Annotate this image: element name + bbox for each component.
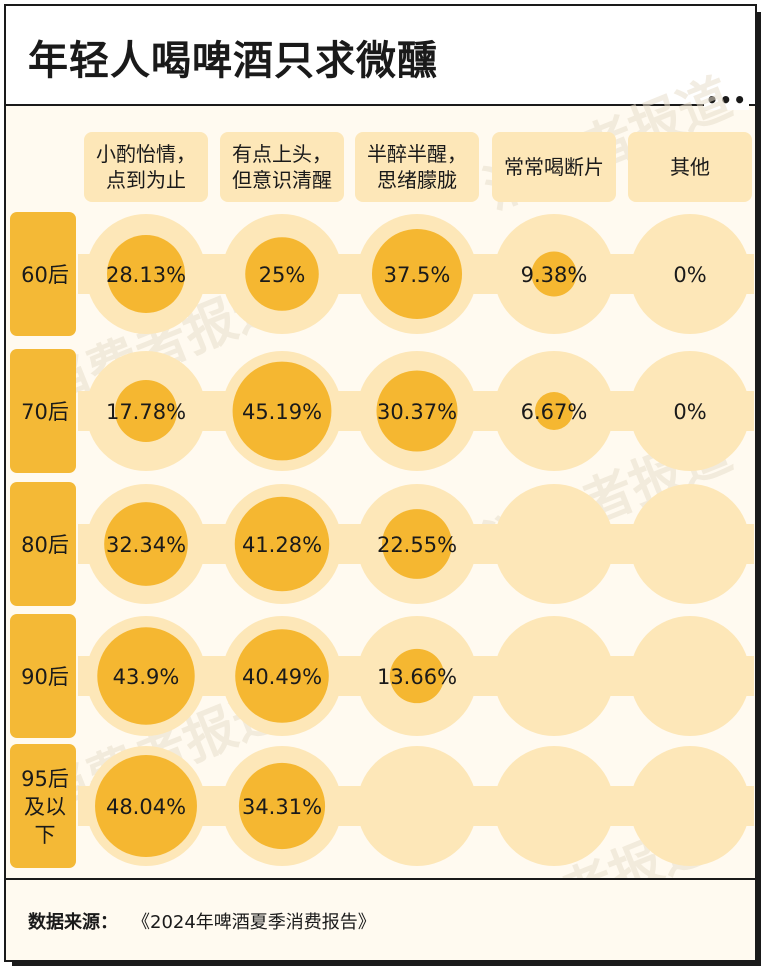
column-header-cell <box>355 132 479 202</box>
row-label: 60后 <box>21 263 69 287</box>
data-label: 22.55% <box>377 533 457 557</box>
bubble-background <box>630 214 750 334</box>
row-label: 95后 <box>21 767 69 791</box>
data-label: 17.78% <box>106 400 186 424</box>
column-header-label: 思绪朦胧 <box>377 168 457 192</box>
data-label: 13.66% <box>377 665 457 689</box>
bubble-value <box>232 361 332 461</box>
bubble-value <box>238 762 326 850</box>
bubble-value <box>104 502 188 586</box>
data-label: 30.37% <box>377 400 457 424</box>
bubble-value <box>234 496 330 592</box>
bubble-background <box>494 746 614 866</box>
bubble-background <box>494 616 614 736</box>
data-label: 41.28% <box>242 533 322 557</box>
bubble-value <box>389 648 445 704</box>
infographic-card: 年轻人喝啤酒只求微醺 ••• 消费者报道 消费者报道 消费者报道 消费者报道 消… <box>4 4 757 962</box>
bubble-background <box>630 351 750 471</box>
bubble-background <box>357 746 477 866</box>
bubble-value <box>97 627 195 725</box>
data-label: 0% <box>673 263 706 287</box>
data-label: 0% <box>673 400 706 424</box>
data-label: 40.49% <box>242 665 322 689</box>
row-label-tab <box>10 482 76 606</box>
row-label: 80后 <box>21 533 69 557</box>
data-label: 9.38% <box>521 263 588 287</box>
data-label: 28.13% <box>106 263 186 287</box>
bubble-value <box>245 237 319 311</box>
bubble-value <box>95 755 197 857</box>
data-label: 6.67% <box>521 400 588 424</box>
more-dots-icon[interactable]: ••• <box>703 88 749 112</box>
column-header-cell <box>628 132 752 202</box>
column-header-cell <box>220 132 344 202</box>
footer: 数据来源： 《2024年啤酒夏季消费报告》 <box>6 878 755 960</box>
data-label: 32.34% <box>106 533 186 557</box>
data-label: 34.31% <box>242 795 322 819</box>
data-label: 48.04% <box>106 795 186 819</box>
bubble-value <box>114 379 178 443</box>
bubble-value <box>382 509 452 579</box>
column-header-label: 有点上头， <box>232 142 332 166</box>
page-title: 年轻人喝啤酒只求微醺 <box>28 38 438 84</box>
column-header-label: 小酌怡情， <box>96 142 196 166</box>
row-label-tab <box>10 349 76 473</box>
source-label: 数据来源： <box>28 912 118 933</box>
bubble-background <box>494 484 614 604</box>
column-header-label: 其他 <box>670 155 710 179</box>
data-label: 45.19% <box>242 400 322 424</box>
bubble-value <box>235 629 329 723</box>
row-label-tab <box>10 614 76 738</box>
row-label-tab <box>10 744 76 868</box>
bubble-chart: 小酌怡情，点到为止 有点上头，但意识清醒 半醉半醒，思绪朦胧 常常喝断片 其他 60后 28… <box>10 132 754 868</box>
row-label: 90后 <box>21 665 69 689</box>
bubble-background <box>630 746 750 866</box>
bubble-background <box>630 484 750 604</box>
bubble-value <box>376 370 458 452</box>
source-text: 《2024年啤酒夏季消费报告》 <box>132 912 376 933</box>
row-label: 及以 <box>24 795 66 819</box>
column-header-label: 点到为止 <box>106 168 186 192</box>
bubble-value <box>531 251 577 297</box>
column-header-cell <box>84 132 208 202</box>
data-label: 25% <box>259 263 306 287</box>
bubble-value <box>371 228 463 320</box>
row-label: 70后 <box>21 400 69 424</box>
bubble-background <box>630 616 750 736</box>
column-header-label: 常常喝断片 <box>504 155 604 179</box>
bubble-value <box>106 234 186 314</box>
column-header-label: 但意识清醒 <box>232 168 332 192</box>
bubble-value <box>535 392 573 430</box>
data-label: 43.9% <box>113 665 180 689</box>
row-label-tab <box>10 212 76 336</box>
header: 年轻人喝啤酒只求微醺 <box>6 6 755 106</box>
column-header-label: 半醉半醒， <box>367 142 467 166</box>
column-header-cell <box>492 132 616 202</box>
data-source: 数据来源： 《2024年啤酒夏季消费报告》 <box>28 908 376 934</box>
row-label: 下 <box>35 823 56 847</box>
data-label: 37.5% <box>384 263 451 287</box>
